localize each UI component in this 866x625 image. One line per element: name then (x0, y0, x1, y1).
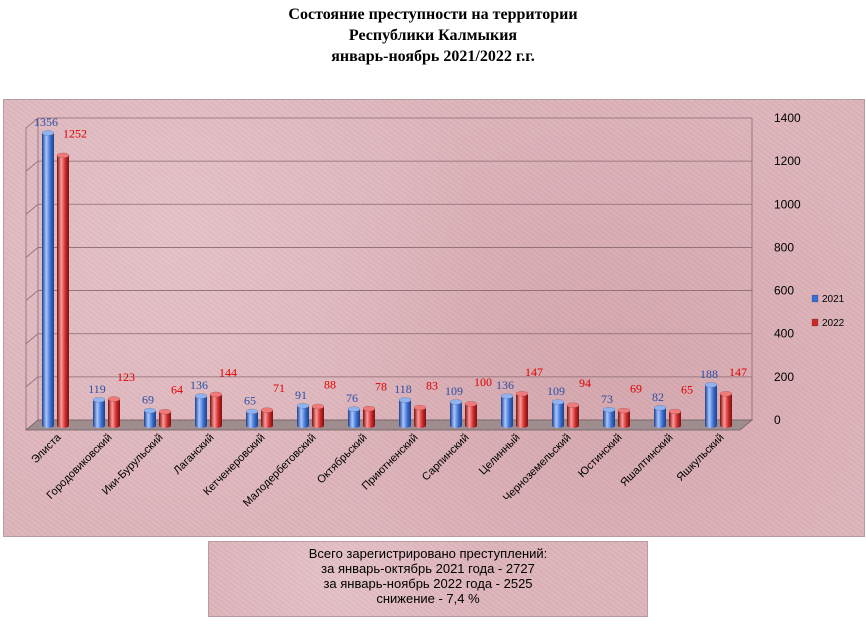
data-label-2022: 69 (630, 382, 642, 396)
bar-2021 (449, 399, 463, 428)
bar-2022 (515, 391, 529, 428)
gridline-side (25, 376, 39, 388)
data-label-2022: 78 (375, 380, 387, 394)
y-tick-label: 200 (774, 370, 794, 384)
y-tick-label: 1200 (774, 154, 801, 168)
data-label-2022: 94 (579, 376, 591, 390)
data-label-2021: 136 (496, 378, 514, 392)
data-label-2022: 65 (681, 382, 693, 396)
title-line-1: Состояние преступности на территории (288, 6, 578, 23)
legend-swatch-2022 (811, 318, 819, 327)
data-label-2021: 118 (394, 382, 412, 396)
bar-chart: 0 200 400 600 800 1000 1200 1400 1356 1252 119 123 6… (24, 111, 845, 509)
data-label-2021: 69 (142, 393, 154, 407)
chart-area (3, 99, 865, 537)
data-label-2022: 1252 (63, 126, 87, 140)
y-tick-label: 600 (774, 284, 794, 298)
data-label-2022: 147 (525, 365, 543, 379)
bar-2021 (296, 403, 310, 428)
bar-2022 (56, 152, 70, 428)
gridline-side (25, 117, 39, 129)
summary-line-4: снижение - 7,4 % (376, 591, 480, 606)
bar-2022 (464, 401, 478, 428)
data-label-2021: 136 (190, 378, 208, 392)
summary-line-2: за январь-октябрь 2021 года - 2727 (321, 561, 535, 576)
bar-2021 (143, 407, 157, 428)
data-label-2022: 71 (273, 381, 285, 395)
title-line-3: январь-ноябрь 2021/2022 г.г. (331, 48, 535, 65)
bar-2022 (413, 404, 427, 428)
bar-2021 (194, 393, 208, 428)
data-label-2021: 119 (88, 382, 106, 396)
y-axis: 0 200 400 600 800 1000 1200 1400 (774, 111, 801, 427)
bar-2021 (704, 382, 718, 428)
data-label-2021: 109 (445, 384, 463, 398)
gridline-side (25, 160, 39, 172)
data-label-2022: 123 (117, 370, 135, 384)
summary-line-1: Всего зарегистрировано преступлений: (308, 546, 548, 561)
y-tick-label: 1400 (774, 111, 801, 125)
data-label-2021: 91 (295, 388, 307, 402)
bar-2021 (92, 397, 106, 428)
bar-2021 (41, 130, 55, 428)
y-tick-label: 400 (774, 327, 794, 341)
chart-floor (24, 419, 754, 431)
x-tick-label: Элиста (29, 431, 64, 466)
bar-2022 (311, 403, 325, 428)
summary-line-3: за январь-ноябрь 2022 года - 2525 (323, 576, 533, 591)
bar-2022 (668, 408, 682, 428)
data-label-2021: 73 (601, 392, 613, 406)
legend-swatch-2021 (811, 294, 819, 303)
data-label-2021: 109 (547, 384, 565, 398)
bar-2022 (158, 408, 172, 428)
bar-2022 (617, 407, 631, 428)
legend: 2021 2022 (811, 294, 845, 329)
data-label-2021: 1356 (34, 115, 58, 129)
x-tick-label: Целинный (477, 432, 523, 478)
data-label-2021: 188 (700, 367, 718, 381)
bars (41, 130, 733, 428)
gridline-side (25, 333, 39, 345)
bar-2022 (566, 402, 580, 428)
data-label-2022: 83 (426, 379, 438, 393)
bar-2021 (245, 408, 259, 428)
legend-label-2022: 2022 (822, 318, 845, 329)
bar-2022 (209, 391, 223, 428)
data-label-2022: 100 (474, 375, 492, 389)
x-tick-label: Юстинский (576, 432, 624, 480)
data-label-2021: 76 (346, 391, 358, 405)
bar-2021 (347, 406, 361, 428)
gridline-side (25, 203, 39, 215)
legend-label-2021: 2021 (822, 294, 845, 305)
x-tick-label: Октябрьский (315, 432, 370, 487)
bar-2022 (260, 407, 274, 428)
y-tick-label: 1000 (774, 197, 801, 211)
bar-2021 (398, 397, 412, 428)
bar-2021 (500, 393, 514, 428)
bar-2022 (719, 391, 733, 428)
x-tick-label: Лаганский (171, 432, 216, 477)
data-label-2021: 82 (652, 390, 664, 404)
title-line-2: Республики Калмыкия (348, 27, 518, 44)
chart-title: Состояние преступности на территории Рес… (0, 4, 866, 67)
x-tick-label: Яшкульский (674, 432, 726, 484)
data-label-2022: 147 (729, 365, 747, 379)
data-labels: 1356 1252 119 123 69 64 136 144 65 71 91 88 76 78 118 8… (34, 115, 747, 407)
y-tick-label: 800 (774, 240, 794, 254)
summary-box: Всего зарегистрировано преступлений: за … (208, 541, 648, 617)
x-tick-label: Яшалтинский (618, 432, 675, 489)
gridline-side (25, 290, 39, 301)
bar-2021 (653, 405, 667, 428)
bar-2022 (362, 405, 376, 428)
y-tick-label: 0 (774, 413, 781, 427)
data-label-2022: 88 (324, 378, 336, 392)
data-label-2022: 144 (219, 365, 237, 379)
bar-2021 (551, 399, 565, 428)
bar-2022 (107, 396, 121, 428)
bar-2021 (602, 407, 616, 428)
gridline-side (25, 247, 39, 258)
x-tick-label: Сарпинский (420, 432, 472, 484)
data-label-2022: 64 (171, 383, 183, 397)
data-label-2021: 65 (244, 393, 256, 407)
